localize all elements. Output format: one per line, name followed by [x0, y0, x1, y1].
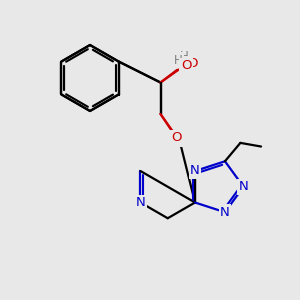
Text: O: O [172, 131, 182, 144]
Text: N: N [238, 180, 248, 193]
Text: H: H [174, 53, 183, 67]
Text: N: N [190, 164, 200, 178]
Text: H: H [180, 50, 189, 64]
Text: O: O [181, 59, 191, 73]
Text: N: N [136, 196, 145, 209]
Text: O: O [187, 57, 198, 70]
Text: N: N [220, 206, 230, 219]
Text: O: O [173, 132, 184, 146]
